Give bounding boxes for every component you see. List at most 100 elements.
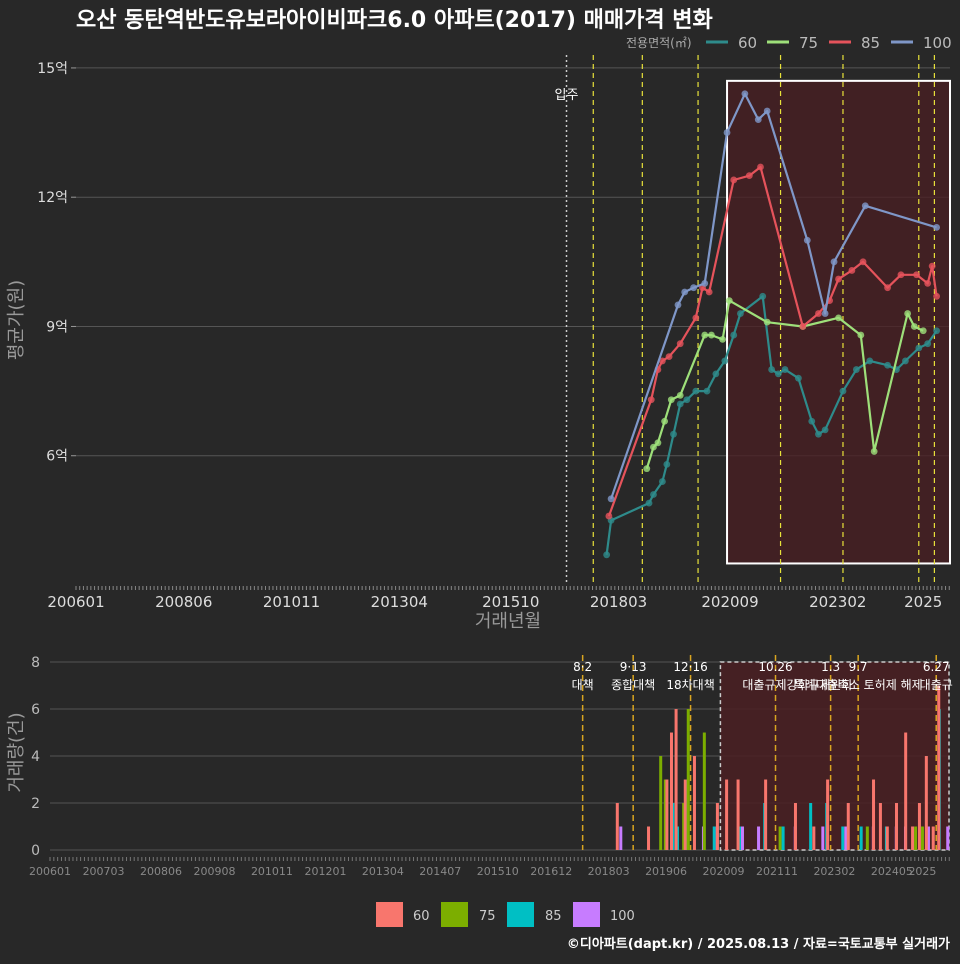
volume-bar-60 [674, 709, 678, 850]
data-point-100 [754, 116, 762, 124]
data-point-60 [721, 357, 729, 365]
data-point-60 [759, 292, 767, 300]
chart-title: 오산 동탄역반도유보라아이비파크6.0 아파트(2017) 매매가격 변화 [76, 8, 713, 33]
data-point-60 [737, 310, 744, 317]
data-point-100 [674, 301, 682, 309]
x-tick-label: 201011 [263, 593, 320, 611]
data-point-60 [692, 387, 700, 395]
volume-bar-60 [931, 826, 935, 850]
volume-bar-60 [924, 756, 928, 850]
data-point-75 [654, 439, 662, 447]
volume-bar-60 [736, 779, 740, 850]
volume-bar-60 [812, 826, 816, 850]
bar-x-tick-label: 201201 [305, 865, 347, 878]
data-point-75 [676, 392, 684, 399]
data-point-75 [904, 310, 912, 317]
data-point-100 [607, 495, 615, 503]
data-point-100 [681, 288, 689, 296]
bar-x-tick-label: 200703 [83, 865, 125, 878]
series-line-75 [645, 299, 924, 470]
policy-event-label: 대책 [572, 677, 594, 692]
volume-bar-60 [683, 779, 687, 850]
data-point-85 [676, 340, 684, 348]
data-point-100 [723, 129, 731, 136]
data-point-85 [745, 172, 753, 180]
x-tick-label: 201803 [590, 593, 647, 611]
data-point-85 [665, 353, 673, 361]
volume-bar-60 [911, 826, 915, 850]
volume-bar-75 [914, 826, 918, 850]
volume-bar-85 [809, 803, 813, 850]
bar-highlight-period-box [719, 661, 950, 851]
volume-bar-60 [725, 779, 729, 850]
volume-bar-60 [885, 826, 889, 850]
data-point-85 [897, 271, 905, 279]
bar-y-tick-label: 6 [31, 702, 40, 718]
volume-bar-60 [715, 803, 719, 850]
data-point-75 [708, 331, 715, 339]
policy-event-date: 10.26 [758, 660, 792, 674]
data-point-85 [928, 262, 936, 270]
data-point-60 [603, 551, 611, 559]
top-legend-title: 전용면적(㎡) [626, 36, 692, 50]
policy-event-date: 6.27 [923, 660, 950, 674]
volume-bar-75 [778, 826, 782, 850]
data-point-75 [870, 448, 878, 455]
data-point-85 [705, 288, 713, 296]
legend-label-75: 75 [799, 34, 818, 52]
policy-event-label: 대출규 [920, 678, 953, 692]
x-tick-label: 202302 [809, 593, 866, 611]
policy-event-date: 8·2 [573, 660, 592, 674]
volume-bar-60 [872, 779, 876, 850]
data-point-75 [725, 297, 733, 305]
data-point-60 [663, 460, 671, 468]
price-chart: 6억 9억 12억 15억 200601 200806 201011 201304 201510… [6, 55, 952, 632]
bar-y-tick-label: 0 [31, 843, 40, 859]
bar-x-tick-label: 201510 [477, 865, 519, 878]
data-point-85 [835, 275, 842, 283]
volume-bar-100 [619, 826, 623, 850]
x-tick-label: 201304 [371, 593, 428, 611]
bar-x-tick-label: 202302 [813, 865, 855, 878]
data-point-100 [933, 223, 941, 231]
data-point-75 [910, 323, 918, 330]
x-axis-title: 거래년월 [475, 611, 541, 632]
y-tick-label: 15억 [37, 61, 68, 77]
bar-x-tick-label: 202009 [702, 865, 744, 878]
bar-x-tick-label: 202405 [871, 865, 913, 878]
data-point-100 [741, 90, 749, 98]
data-point-85 [859, 258, 867, 266]
bar-y-tick-label: 4 [31, 749, 40, 765]
volume-bar-75 [686, 709, 690, 850]
data-point-75 [719, 335, 726, 343]
legend-label-100: 100 [923, 34, 952, 52]
data-point-60 [774, 370, 782, 378]
data-point-75 [667, 396, 675, 404]
data-point-100 [690, 284, 697, 292]
data-point-60 [781, 366, 789, 373]
bar-x-tick-label: 201011 [251, 865, 293, 878]
volume-bar-60 [826, 779, 830, 850]
data-point-75 [643, 465, 651, 473]
data-point-75 [701, 331, 709, 339]
bar-legend-label-100: 100 [610, 909, 635, 924]
data-point-85 [647, 396, 655, 404]
data-point-100 [821, 310, 829, 317]
bar-x-tick-label: 200601 [29, 865, 71, 878]
volume-bar-75 [663, 779, 667, 850]
data-point-60 [808, 417, 816, 425]
volume-chart: 0 2 4 6 8 200601 200703 200806 200908 201011 20120… [6, 655, 953, 878]
data-point-85 [848, 267, 856, 274]
data-point-60 [730, 331, 738, 339]
policy-event-label: 대출규제강화 [742, 678, 808, 692]
data-point-100 [763, 107, 771, 115]
volume-bar-100 [757, 826, 761, 850]
data-point-85 [605, 512, 613, 520]
x-tick-label: 200806 [155, 593, 212, 611]
data-point-75 [857, 331, 865, 339]
policy-event-date: 9.7 [849, 660, 868, 674]
bar-x-tick-label: 2025 [908, 865, 936, 878]
volume-bar-75 [702, 732, 706, 850]
data-point-60 [658, 478, 666, 485]
